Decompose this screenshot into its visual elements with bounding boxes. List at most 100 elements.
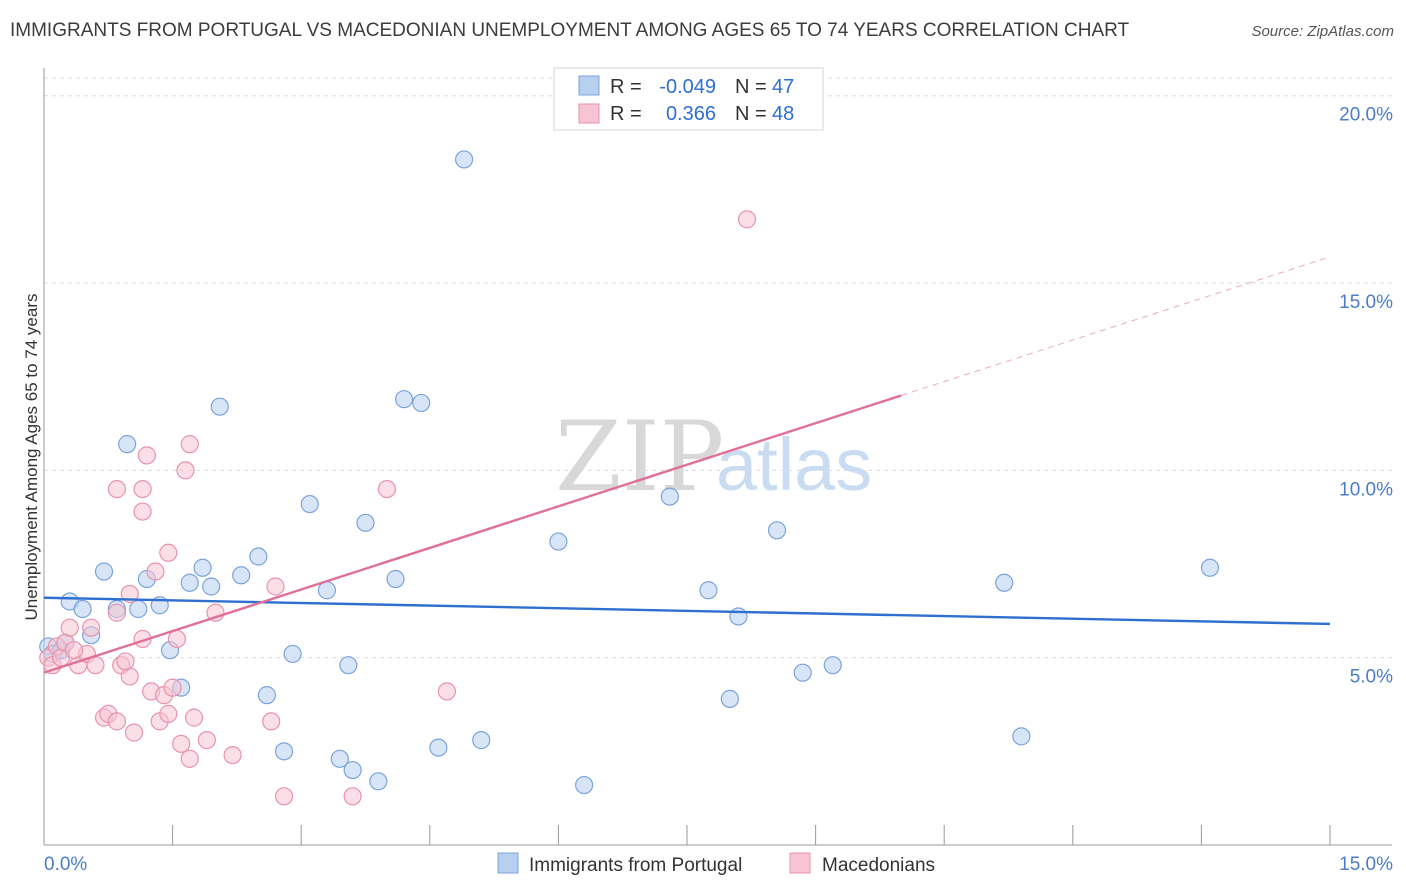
macedonian-point <box>437 682 457 701</box>
chart-title: IMMIGRANTS FROM PORTUGAL VS MACEDONIAN U… <box>10 20 1130 41</box>
portugal-point <box>1012 727 1031 746</box>
macedonian-point <box>107 479 126 499</box>
portugal-point <box>429 738 448 757</box>
macedonian-point <box>262 712 281 731</box>
macedonian-point <box>176 461 195 480</box>
macedonian-point <box>107 603 126 622</box>
macedonian-trend-line <box>43 394 902 674</box>
macedonian-point <box>159 704 178 723</box>
portugal-point <box>202 577 221 596</box>
macedonian-point <box>343 787 362 806</box>
portugal-point <box>575 775 594 795</box>
macedonian-point <box>180 435 199 454</box>
bottom-legend-swatch-pink <box>789 852 811 874</box>
portugal-point <box>699 581 718 600</box>
portugal-point <box>356 513 375 532</box>
portugal-point <box>330 749 349 768</box>
macedonian-point <box>60 618 79 637</box>
legend-swatch-blue <box>578 75 600 96</box>
macedonian-point <box>377 479 397 499</box>
portugal-point <box>412 393 431 413</box>
watermark-atlas: atlas <box>716 423 872 506</box>
macedonian-point <box>180 749 199 768</box>
macedonian-point <box>116 652 135 671</box>
macedonian-point <box>82 618 101 637</box>
macedonian-point <box>146 562 165 581</box>
axis-layer <box>43 68 1392 846</box>
legend-n-label-2: N = <box>735 103 767 125</box>
macedonian-point <box>197 731 216 750</box>
legend-r-value-2: 0.366 <box>666 103 716 125</box>
portugal-point <box>193 558 212 577</box>
legend-r-value-1: -0.049 <box>659 76 716 98</box>
bottom-legend-label-pink: Macedonians <box>822 855 935 876</box>
bottom-legend: Immigrants from Portugal Macedonians <box>497 852 935 876</box>
macedonian-point <box>167 629 186 649</box>
y-tick-label: 20.0% <box>1339 105 1393 126</box>
watermark-zip: ZIP <box>555 401 724 513</box>
portugal-point <box>343 760 362 780</box>
portugal-point <box>369 772 388 791</box>
macedonian-point <box>274 787 294 806</box>
macedonian-point <box>184 708 204 727</box>
macedonian-point <box>120 667 139 686</box>
portugal-point <box>232 566 251 585</box>
portugal-point <box>767 521 787 540</box>
macedonian-point <box>64 641 84 660</box>
macedonian-point <box>124 723 144 742</box>
macedonian-point <box>172 734 191 753</box>
portugal-point <box>129 599 148 619</box>
macedonian-point <box>159 543 178 562</box>
portugal-point <box>394 390 414 409</box>
source-label: Source: ZipAtlas.com <box>1251 23 1394 40</box>
y-tick-label: 15.0% <box>1339 292 1393 313</box>
portugal-point <box>729 607 748 626</box>
y-tick-label: 5.0% <box>1350 667 1393 688</box>
portugal-point <box>720 689 739 708</box>
macedonian-point <box>163 678 182 697</box>
portugal-point <box>1200 558 1220 577</box>
macedonian-point <box>86 656 105 675</box>
legend-n-value-2: 48 <box>772 103 794 125</box>
bottom-legend-swatch-blue <box>497 852 519 874</box>
macedonian-trend-extension <box>901 256 1331 396</box>
macedonian-point <box>737 210 757 229</box>
portugal-point <box>823 656 842 675</box>
portugal-point <box>118 435 137 454</box>
portugal-point <box>257 686 277 705</box>
macedonian-point <box>137 446 156 465</box>
macedonian-point <box>133 502 152 521</box>
portugal-point <box>549 532 568 551</box>
portugal-point <box>300 494 319 514</box>
portugal-point <box>283 644 302 664</box>
portugal-point <box>793 663 812 682</box>
macedonian-point <box>266 577 285 596</box>
portugal-point <box>339 656 358 675</box>
bottom-legend-label-blue: Immigrants from Portugal <box>529 855 742 876</box>
y-tick-label: 10.0% <box>1339 479 1393 500</box>
macedonian-point <box>223 745 242 765</box>
top-legend: R = -0.049 N = 47 R = 0.366 N = 48 <box>553 67 824 131</box>
legend-n-value-1: 47 <box>772 76 794 98</box>
portugal-point <box>210 397 229 416</box>
portugal-point <box>386 569 405 589</box>
portugal-point <box>94 562 114 581</box>
x-tick-label: 0.0% <box>44 854 87 875</box>
portugal-point <box>660 487 679 506</box>
legend-r-label-1: R = <box>610 76 642 98</box>
legend-n-label-1: N = <box>735 76 767 98</box>
portugal-point <box>454 150 474 169</box>
portugal-point <box>180 573 199 592</box>
tick-label-layer: 5.0% 10.0% 15.0% 20.0% 0.0% 15.0% <box>44 105 1393 875</box>
portugal-point <box>472 731 491 750</box>
portugal-point <box>995 573 1014 592</box>
legend-r-label-2: R = <box>610 103 642 125</box>
portugal-point <box>73 599 92 619</box>
watermark: ZIP atlas <box>555 401 872 513</box>
macedonian-point <box>107 712 126 731</box>
portugal-point <box>249 547 268 566</box>
legend-swatch-pink <box>578 103 600 124</box>
portugal-point <box>274 742 294 761</box>
macedonian-point <box>133 479 152 499</box>
